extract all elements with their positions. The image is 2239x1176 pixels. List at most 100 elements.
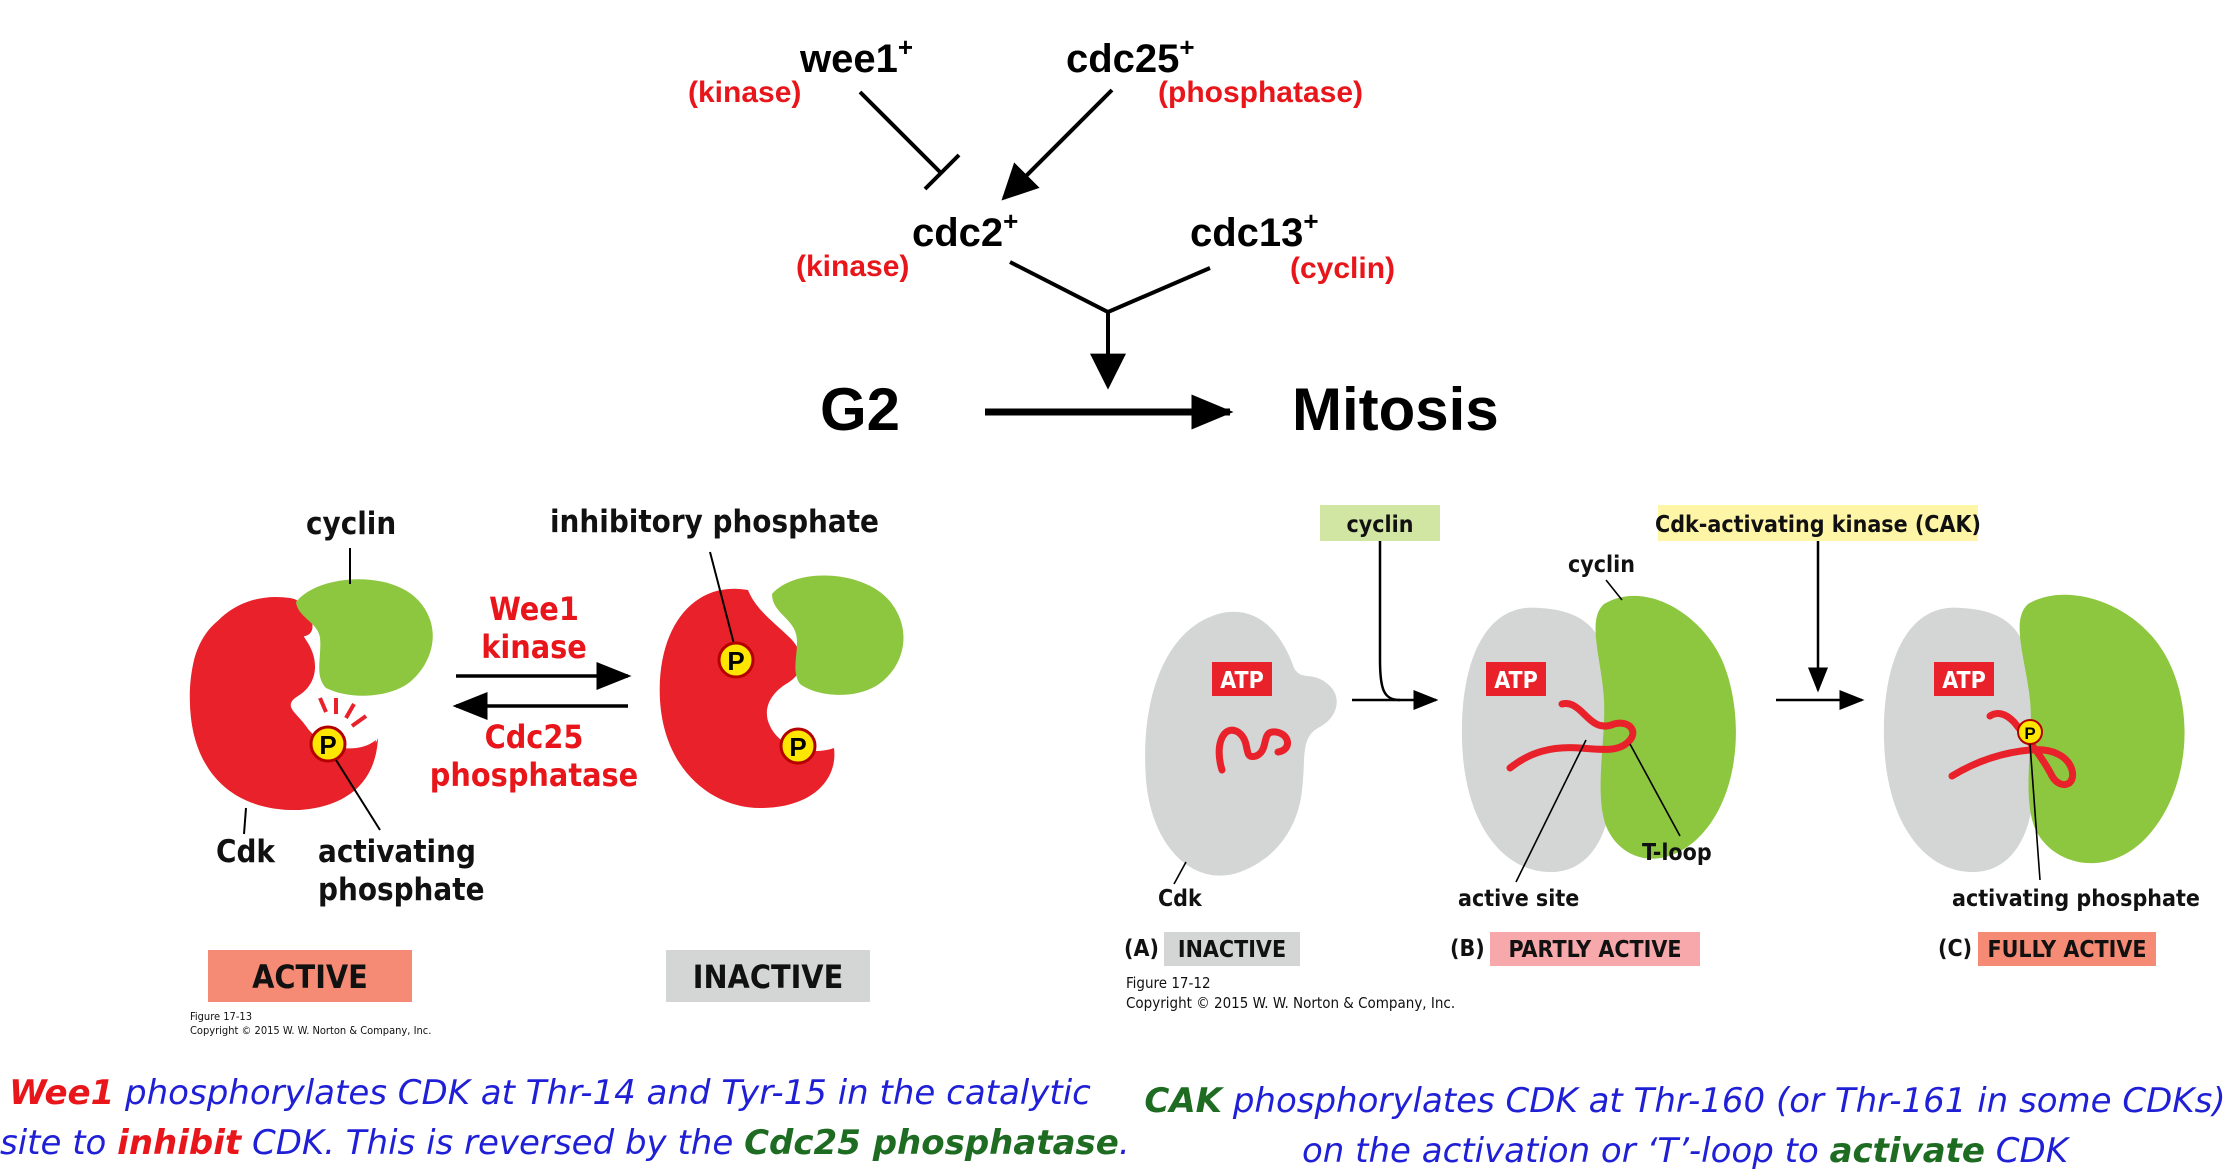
fully-active-state-text: FULLY ACTIVE [1987, 937, 2146, 963]
wee1-inhibition-line [858, 90, 942, 174]
wee1-caption-keyword: Wee1 [9, 1073, 115, 1113]
cdk-panel-b [1461, 607, 1612, 873]
activation-rays [318, 697, 368, 728]
cyclin-label-left: cyclin [306, 506, 396, 542]
inhibition-bar [923, 153, 961, 191]
wee1-caption-line1: Wee1 phosphorylates CDK at Thr-14 and Ty… [0, 1068, 1100, 1118]
t-loop-c [1948, 710, 2077, 788]
partly-active-state-text: PARTLY ACTIVE [1508, 937, 1681, 963]
cdk-panel-a [1145, 611, 1337, 876]
figure-17-12-copyright: Copyright © 2015 W. W. Norton & Company,… [1126, 994, 1455, 1012]
cak-input-box-text: Cdk-activating kinase (CAK) [1655, 512, 1981, 538]
cyclin-input-box [1320, 505, 1440, 541]
wee1-role-label: (kinase) [688, 76, 801, 109]
t-loop-b [1506, 700, 1637, 772]
cdk-label-right: Cdk [1158, 886, 1203, 912]
cyclin-active [296, 579, 433, 696]
inactive-badge-text: INACTIVE [693, 958, 844, 996]
cak-caption-line1: CAK phosphorylates CDK at Thr-160 (or Th… [1140, 1076, 2230, 1126]
activating-phosphate-symbol: P [319, 730, 336, 760]
figure-17-12-number: Figure 17-12 [1126, 974, 1211, 992]
cdc25-activation-arrow [1001, 88, 1114, 201]
active-badge [208, 950, 412, 1002]
activating-phosphate-label-right: activating phosphate [1952, 886, 2200, 912]
active-badge-text: ACTIVE [252, 958, 368, 996]
activating-label-line1: activating [318, 834, 476, 870]
figure-17-13: P cyclin Cdk activating phosphate Wee1 k… [189, 504, 904, 1037]
t-loop-a [1215, 726, 1291, 774]
second-phosphate-circle [779, 727, 817, 765]
atp-box-c [1934, 662, 1994, 696]
wee1-caption-line2: site to inhibit CDK. This is reversed by… [0, 1118, 1130, 1168]
cdc13-role-label: (cyclin) [1290, 252, 1395, 285]
cdc2-gene-label: cdc2+ [912, 206, 1018, 255]
figure-17-12: cyclin Cdk-activating kinase (CAK) ATP C… [1124, 505, 2200, 1012]
cdk-leader-right [1173, 861, 1187, 885]
t-loop-label: T-loop [1642, 840, 1712, 866]
cak-caption: CAK phosphorylates CDK at Thr-160 (or Th… [1140, 1076, 2230, 1176]
active-site-leader [1515, 739, 1587, 883]
atp-label-c: ATP [1942, 668, 1986, 694]
cdc25-enzyme-line2: phosphatase [430, 756, 638, 794]
wee1-caption-text3: CDK. This is reversed by the [241, 1123, 745, 1163]
cdc2-role-label: (kinase) [796, 250, 909, 283]
cdc25-role-label: (phosphatase) [1158, 76, 1363, 109]
wee1-caption-text1: phosphorylates CDK at Thr-14 and Tyr-15 … [114, 1073, 1091, 1113]
activating-leader-line [335, 759, 381, 831]
cak-caption-text1: phosphorylates CDK at Thr-160 (or Thr-16… [1222, 1081, 2226, 1121]
panel-c-label: (C) [1938, 936, 1972, 962]
cyclin-inactive [772, 575, 904, 695]
activating-phosphate-c-symbol: P [2024, 724, 2035, 743]
cak-input-box [1658, 505, 1978, 541]
genetic-pathway: wee1+ (kinase) cdc25+ (phosphatase) cdc2… [688, 32, 1499, 443]
inhibitory-phosphate-circle [717, 641, 755, 679]
atp-box-b [1486, 662, 1546, 696]
wee1-gene-label: wee1+ [799, 32, 913, 81]
cak-caption-end: CDK [1985, 1131, 2069, 1171]
second-phosphate-symbol: P [789, 732, 806, 762]
cdc13-gene-label: cdc13+ [1190, 206, 1319, 255]
wee1-enzyme-line1: Wee1 [489, 590, 579, 628]
wee1-caption-text2: site to [0, 1123, 118, 1163]
cdk-leader-line [243, 807, 247, 835]
complex-formation-lines [1009, 260, 1211, 315]
cak-caption-line2: on the activation or ‘T’-loop to activat… [1140, 1126, 2230, 1176]
fully-active-state-badge [1978, 932, 2156, 966]
cdc25-gene-label: cdc25+ [1066, 32, 1195, 81]
g2-label: G2 [820, 376, 900, 443]
inactive-state-text: INACTIVE [1178, 937, 1286, 963]
wee1-caption-end: . [1118, 1123, 1130, 1163]
cyclin-label-right: cyclin [1568, 552, 1635, 578]
cyclin-panel-b [1595, 595, 1736, 859]
cdc25-enzyme-line1: Cdc25 [485, 718, 584, 756]
cdk-panel-c [1883, 607, 2034, 873]
figure-17-13-copyright: Copyright © 2015 W. W. Norton & Company,… [190, 1024, 431, 1037]
cdc25-caption-keyword: Cdc25 phosphatase [744, 1123, 1119, 1163]
inhibit-keyword: inhibit [117, 1123, 242, 1163]
mitosis-label: Mitosis [1292, 376, 1499, 443]
activate-keyword: activate [1829, 1131, 1985, 1171]
inhibitory-phosphate-symbol: P [727, 646, 744, 676]
cdk-label-left: Cdk [216, 834, 276, 870]
cak-caption-keyword: CAK [1144, 1081, 1223, 1121]
inhibitory-leader-line [709, 551, 735, 645]
activating-phosphate-circle [309, 725, 347, 763]
active-site-label: active site [1458, 886, 1579, 912]
atp-label-b: ATP [1494, 668, 1538, 694]
panel-a-label: (A) [1124, 936, 1159, 962]
activating-label-line2: phosphate [318, 872, 485, 908]
cak-caption-text2: on the activation or ‘T’-loop to [1301, 1131, 1830, 1171]
wee1-caption: Wee1 phosphorylates CDK at Thr-14 and Ty… [0, 1068, 1130, 1168]
cyclin-input-box-text: cyclin [1347, 512, 1414, 538]
cyclin-panel-c [2019, 594, 2185, 864]
atp-box-a [1212, 662, 1272, 696]
cyclin-binding-arrow [1378, 541, 1401, 702]
partly-active-state-badge [1490, 932, 1700, 966]
figure-17-13-number: Figure 17-13 [190, 1010, 252, 1023]
activating-phosphate-leader [2029, 743, 2041, 881]
atp-label-a: ATP [1220, 668, 1264, 694]
panel-b-label: (B) [1450, 936, 1485, 962]
cyclin-leader-right [1605, 579, 1623, 601]
inhibitory-phosphate-label: inhibitory phosphate [550, 504, 879, 540]
